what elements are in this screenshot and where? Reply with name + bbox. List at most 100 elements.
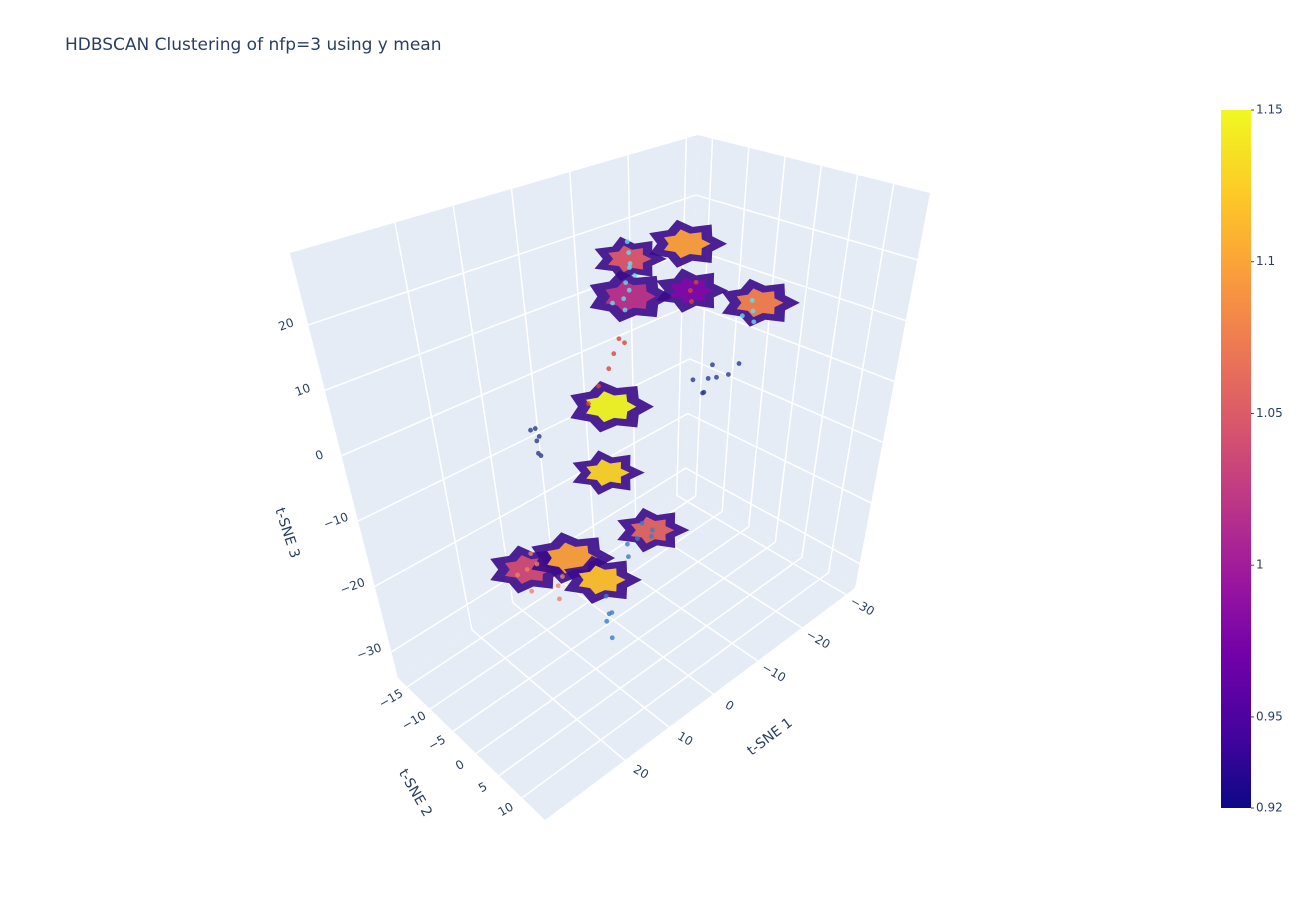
point — [609, 635, 615, 641]
surface — [586, 391, 637, 423]
z-axis-title: t-SNE 3 — [271, 506, 302, 561]
z-tick-label: −30 — [355, 640, 384, 662]
surface — [578, 565, 626, 595]
point — [622, 340, 627, 346]
surface — [605, 281, 656, 312]
point — [604, 618, 610, 624]
grid-line — [689, 358, 883, 443]
point — [627, 265, 632, 270]
x-tick-label: −20 — [804, 627, 833, 652]
colorbar-tick-label: 1 — [1256, 558, 1264, 572]
grid-line — [512, 602, 670, 728]
chart-title: HDBSCAN Clustering of nfp=3 using y mean — [65, 35, 441, 55]
point — [739, 313, 745, 319]
z-tick-label: 0 — [313, 447, 325, 463]
grid-line — [827, 183, 895, 573]
colorbar-tick-label: 1.05 — [1256, 406, 1283, 420]
surface — [663, 229, 711, 259]
point — [560, 574, 565, 579]
y-tick-label: 5 — [476, 779, 490, 795]
x-tick-label: 0 — [723, 698, 737, 714]
grid-line — [676, 494, 847, 596]
point — [625, 541, 630, 547]
point — [725, 372, 731, 377]
grid-line — [748, 156, 786, 527]
grid-line — [721, 147, 750, 512]
point — [627, 261, 633, 266]
point — [688, 288, 693, 293]
floor — [398, 490, 855, 820]
point — [621, 296, 627, 302]
point — [528, 551, 534, 557]
grid-line — [569, 172, 596, 550]
z-tick-label: −20 — [338, 575, 367, 597]
y-tick-label: −5 — [426, 732, 448, 753]
point — [649, 533, 654, 539]
point — [534, 438, 540, 444]
z-tick-label: 10 — [293, 381, 312, 399]
point — [749, 297, 755, 303]
grid-line — [687, 412, 872, 504]
point — [714, 374, 719, 380]
point — [626, 250, 632, 255]
point — [622, 307, 628, 313]
point — [751, 319, 757, 325]
y-tick-label: 0 — [453, 757, 467, 773]
surface — [608, 245, 652, 273]
point — [524, 567, 530, 572]
point — [555, 583, 561, 589]
grid-line — [510, 188, 555, 577]
point — [625, 554, 631, 560]
x-tick-label: −30 — [848, 594, 877, 619]
x-axis-title: t-SNE 1 — [744, 715, 795, 759]
grid-line — [341, 303, 693, 457]
point — [750, 308, 756, 314]
grid-line — [521, 572, 829, 799]
colorbar-tick-label: 1.1 — [1256, 254, 1275, 268]
point — [534, 561, 540, 567]
grid-line — [308, 194, 697, 326]
grid-line — [694, 138, 714, 497]
x-tick-label: 10 — [675, 729, 695, 749]
surface — [736, 288, 784, 318]
point — [557, 596, 562, 602]
surface — [586, 459, 630, 486]
point — [606, 366, 612, 372]
y-tick-label: −10 — [399, 708, 428, 733]
point — [515, 572, 520, 578]
grid-line — [452, 205, 514, 603]
point — [596, 383, 601, 389]
point — [586, 401, 591, 407]
y-tick-label: 10 — [496, 799, 516, 819]
point — [689, 299, 694, 304]
point — [532, 426, 538, 431]
grid-line — [685, 467, 860, 565]
grid-line — [475, 541, 776, 755]
grid-line — [627, 155, 637, 523]
point — [635, 536, 640, 541]
colorbar-tick-label: 0.95 — [1256, 709, 1283, 723]
colorbar-tick-label: 0.92 — [1256, 801, 1283, 815]
scene — [290, 135, 930, 820]
point — [705, 376, 711, 381]
grid-line — [471, 629, 626, 761]
point — [736, 361, 742, 366]
grid-line — [774, 165, 822, 543]
point — [536, 433, 542, 439]
point — [538, 453, 544, 459]
point — [623, 280, 629, 285]
point — [649, 527, 655, 533]
z-tick-label: −10 — [322, 510, 351, 532]
colorbar — [1221, 110, 1251, 808]
grid-line — [695, 194, 918, 261]
point — [529, 588, 535, 594]
grid-line — [553, 575, 714, 695]
point — [690, 377, 696, 383]
grid-line — [676, 138, 688, 496]
point — [632, 273, 638, 278]
grid-line — [374, 412, 689, 588]
colorbar-tick-label: 1.15 — [1256, 103, 1283, 117]
point — [616, 336, 622, 342]
